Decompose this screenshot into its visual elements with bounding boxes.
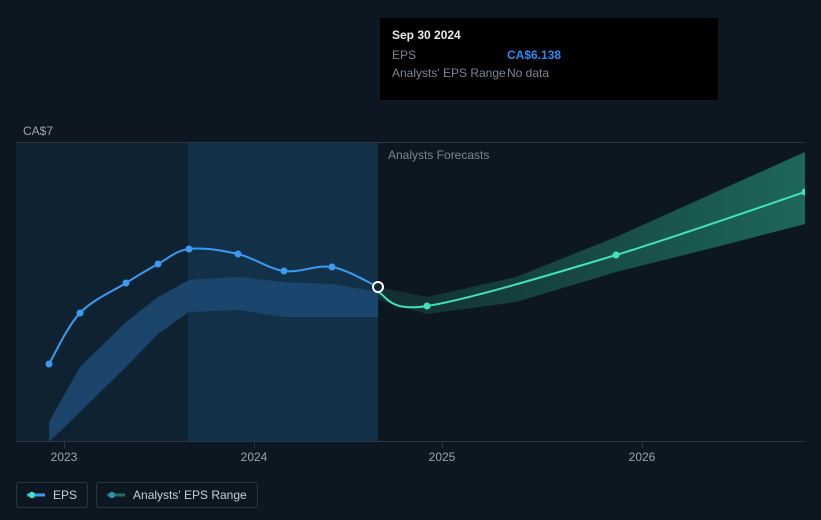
- tooltip-row-label: Analysts' EPS Range: [392, 64, 507, 82]
- legend: EPS Analysts' EPS Range: [16, 482, 258, 508]
- tooltip-date: Sep 30 2024: [392, 26, 706, 44]
- tooltip-row: Analysts' EPS RangeNo data: [392, 64, 706, 82]
- tooltip-row-value: CA$6.138: [507, 48, 561, 62]
- tooltip-row-value: No data: [507, 66, 549, 80]
- legend-item-eps[interactable]: EPS: [16, 482, 88, 508]
- hover-tooltip: Sep 30 2024 EPSCA$6.138Analysts' EPS Ran…: [380, 18, 718, 100]
- legend-item-label: EPS: [53, 488, 77, 502]
- plot-area[interactable]: [16, 142, 805, 442]
- legend-swatch-icon: [27, 490, 45, 500]
- legend-swatch-icon: [107, 490, 125, 500]
- x-tick-label: 2026: [629, 450, 656, 464]
- eps-chart: Sep 30 2024 EPSCA$6.138Analysts' EPS Ran…: [0, 0, 821, 520]
- x-tick-label: 2024: [241, 450, 268, 464]
- y-axis-top-label: CA$7: [23, 124, 53, 138]
- chart-svg: [16, 142, 805, 442]
- legend-item-range[interactable]: Analysts' EPS Range: [96, 482, 258, 508]
- legend-item-label: Analysts' EPS Range: [133, 488, 247, 502]
- tooltip-row: EPSCA$6.138: [392, 46, 706, 64]
- x-tick-label: 2025: [429, 450, 456, 464]
- x-tick-label: 2023: [51, 450, 78, 464]
- tooltip-row-label: EPS: [392, 46, 507, 64]
